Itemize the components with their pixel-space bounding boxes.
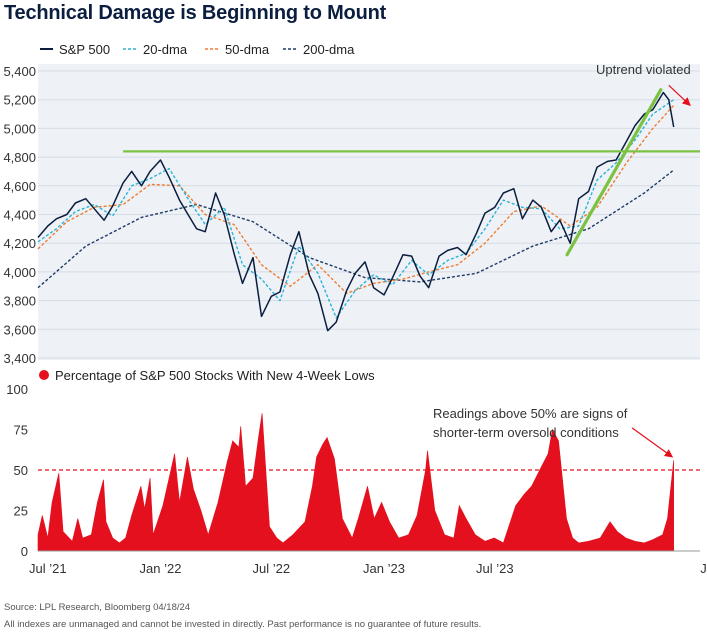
price-y-axis: 3,400 3,600 3,800 4,000 4,200 4,400 4,600 4,800… bbox=[3, 64, 36, 366]
price-y-tick-label: 4,200 bbox=[3, 236, 36, 251]
price-y-tick-label: 3,400 bbox=[3, 351, 36, 366]
lows-area bbox=[37, 413, 674, 552]
price-y-tick-label: 4,400 bbox=[3, 208, 36, 223]
series-line-200dma bbox=[37, 169, 675, 289]
lows-y-axis: 0 25 50 75 100 bbox=[6, 382, 28, 559]
legend-item-sp500: S&P 500 bbox=[40, 42, 110, 57]
legend-item-200dma: 200-dma bbox=[283, 42, 355, 57]
series-line-sp500 bbox=[37, 91, 675, 332]
lows-y-tick-label: 0 bbox=[21, 544, 28, 559]
price-y-tick-label: 3,600 bbox=[3, 322, 36, 337]
chart-title: Technical Damage is Beginning to Mount bbox=[4, 2, 387, 24]
legend-label-20dma: 20-dma bbox=[143, 42, 188, 57]
lows-y-tick-label: 50 bbox=[14, 463, 28, 478]
price-y-tick-label: 4,600 bbox=[3, 179, 36, 194]
lows-x-tick-label: Jul ’23 bbox=[476, 561, 514, 576]
lows-x-tick-label: Jul ’24 bbox=[700, 561, 707, 576]
legend-label-50dma: 50-dma bbox=[225, 42, 270, 57]
legend-label-200dma: 200-dma bbox=[303, 42, 355, 57]
legend-item-20dma: 20-dma bbox=[123, 42, 188, 57]
lows-panel: Percentage of S&P 500 Stocks With New 4-… bbox=[6, 368, 707, 576]
lows-x-tick-label: Jul ’22 bbox=[253, 561, 291, 576]
uptrend-line bbox=[565, 88, 663, 257]
disclaimer-note: All indexes are unmanaged and cannot be … bbox=[4, 619, 482, 630]
oversold-note-line-1: Readings above 50% are signs of bbox=[433, 406, 628, 421]
price-y-tick-label: 5,400 bbox=[3, 64, 36, 79]
price-y-tick-label: 4,800 bbox=[3, 150, 36, 165]
price-y-tick-label: 3,800 bbox=[3, 294, 36, 309]
oversold-arrow bbox=[631, 427, 674, 458]
price-y-tick-label: 5,200 bbox=[3, 93, 36, 108]
uptrend-violated-arrow bbox=[668, 84, 691, 107]
price-y-tick-label: 5,000 bbox=[3, 121, 36, 136]
lows-annotations bbox=[38, 427, 700, 471]
lows-series bbox=[37, 413, 674, 552]
lows-x-axis: Jul ’21 Jan ’22 Jul ’22 Jan ’23 Jul ’23 Jul ’… bbox=[29, 561, 707, 576]
price-panel-background bbox=[38, 64, 700, 360]
price-panel: 3,400 3,600 3,800 4,000 4,200 4,400 4,600 4,800… bbox=[3, 42, 700, 366]
source-note: Source: LPL Research, Bloomberg 04/18/24 bbox=[4, 602, 191, 613]
lows-x-tick-label: Jan ’23 bbox=[363, 561, 405, 576]
price-annotations bbox=[123, 84, 700, 257]
price-legend: S&P 500 20-dma 50-dma 200-dma bbox=[40, 42, 355, 57]
lows-x-tick-label: Jul ’21 bbox=[29, 561, 67, 576]
price-y-tick-label: 4,000 bbox=[3, 265, 36, 280]
lows-legend-dot bbox=[39, 370, 49, 380]
lows-legend: Percentage of S&P 500 Stocks With New 4-… bbox=[39, 368, 375, 383]
oversold-note-line-2: shorter-term oversold conditions bbox=[433, 425, 619, 440]
uptrend-violated-label: Uptrend violated bbox=[596, 62, 691, 77]
series-line-50dma bbox=[37, 104, 675, 295]
price-series bbox=[37, 91, 675, 332]
lows-y-tick-label: 25 bbox=[14, 504, 28, 519]
chart-canvas: 3,400 3,600 3,800 4,000 4,200 4,400 4,600 4,800… bbox=[3, 42, 707, 576]
lows-y-tick-label: 100 bbox=[6, 382, 28, 397]
lows-legend-label: Percentage of S&P 500 Stocks With New 4-… bbox=[55, 368, 375, 383]
lows-x-tick-label: Jan ’22 bbox=[140, 561, 182, 576]
lows-y-tick-label: 75 bbox=[14, 423, 28, 438]
legend-label-sp500: S&P 500 bbox=[59, 42, 110, 57]
legend-item-50dma: 50-dma bbox=[205, 42, 270, 57]
